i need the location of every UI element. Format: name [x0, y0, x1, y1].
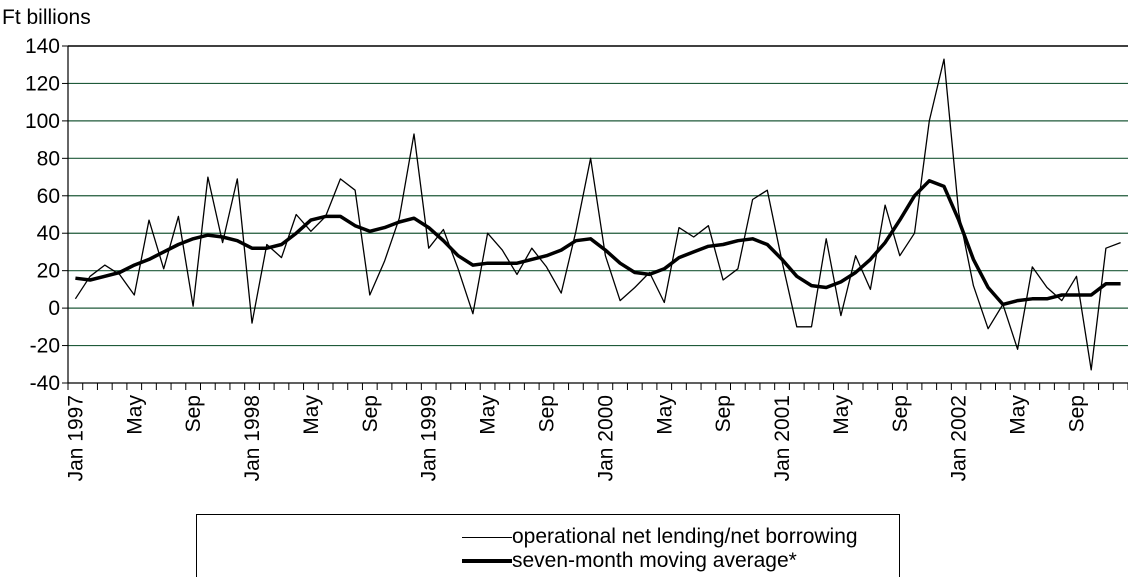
x-axis: Jan 1997 May Sep Jan 1998 May Sep Jan 1999 May S… [64, 382, 1128, 481]
x-tick-label: May [123, 395, 146, 435]
legend-label-operational: operational net lending/net borrowing [512, 525, 858, 548]
legend: operational net lending/net borrowing se… [196, 514, 900, 577]
x-tick-label: Sep [712, 395, 735, 432]
x-tick-label: Sep [889, 395, 912, 432]
y-tick-label: 60 [37, 185, 60, 208]
legend-item-operational: operational net lending/net borrowing [462, 525, 858, 549]
legend-swatch-thick [462, 559, 512, 563]
x-tick-label: Jan 2000 [594, 395, 617, 481]
gridlines [68, 45, 1128, 347]
x-tick-label: Jan 2002 [948, 395, 971, 481]
x-tick-label: Jan 1998 [241, 395, 264, 481]
y-tick-label: 120 [25, 72, 60, 95]
x-tick-label: Jan 2001 [771, 395, 794, 481]
x-tick-label: Sep [182, 395, 205, 432]
y-tick-label: 40 [37, 222, 60, 245]
series-lines [74, 58, 1121, 371]
y-tick-label: 0 [48, 297, 60, 320]
y-axis: -40 -20 0 20 40 60 80 100 120 140 [25, 35, 69, 395]
x-tick-label: Sep [359, 395, 382, 432]
x-tick-label: May [300, 395, 323, 435]
legend-swatch-thin [462, 536, 512, 538]
x-tick-label: Jan 1999 [418, 395, 441, 481]
x-tick-label: May [477, 395, 500, 435]
x-tick-label: Sep [535, 395, 558, 432]
series-line-operational [74, 58, 1121, 371]
y-axis-label: Ft billions [2, 6, 91, 29]
y-tick-label: 20 [37, 260, 60, 283]
y-tick-label: 140 [25, 35, 60, 58]
x-tick-label: Sep [1065, 395, 1088, 432]
series-line-moving-average [75, 179, 1121, 307]
x-tick-label: May [830, 395, 853, 435]
x-tick-label: Jan 1997 [64, 395, 87, 481]
y-tick-label: 80 [37, 147, 60, 170]
legend-item-moving-average: seven-month moving average* [462, 549, 797, 573]
y-tick-label: 100 [25, 110, 60, 133]
y-tick-label: -20 [30, 335, 60, 358]
x-tick-label: May [1007, 395, 1030, 435]
x-tick-label: May [653, 395, 676, 435]
y-tick-label: -40 [30, 372, 60, 395]
legend-label-moving-average: seven-month moving average* [512, 549, 797, 572]
